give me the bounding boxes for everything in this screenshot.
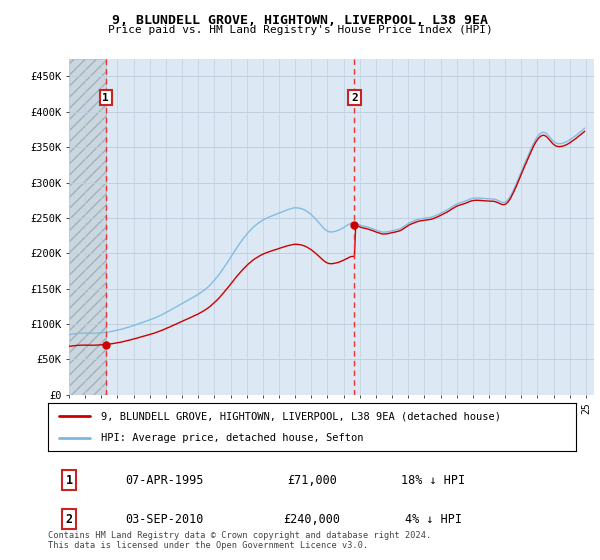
Text: 07-APR-1995: 07-APR-1995: [125, 474, 203, 487]
Text: 2: 2: [351, 93, 358, 102]
Text: 2: 2: [65, 513, 73, 526]
Text: 9, BLUNDELL GROVE, HIGHTOWN, LIVERPOOL, L38 9EA (detached house): 9, BLUNDELL GROVE, HIGHTOWN, LIVERPOOL, …: [101, 411, 501, 421]
Text: Price paid vs. HM Land Registry's House Price Index (HPI): Price paid vs. HM Land Registry's House …: [107, 25, 493, 35]
Text: 1: 1: [65, 474, 73, 487]
Text: £240,000: £240,000: [284, 513, 341, 526]
Text: 03-SEP-2010: 03-SEP-2010: [125, 513, 203, 526]
Text: £71,000: £71,000: [287, 474, 337, 487]
Text: Contains HM Land Registry data © Crown copyright and database right 2024.
This d: Contains HM Land Registry data © Crown c…: [48, 530, 431, 550]
Text: 1: 1: [102, 93, 109, 102]
Text: 9, BLUNDELL GROVE, HIGHTOWN, LIVERPOOL, L38 9EA: 9, BLUNDELL GROVE, HIGHTOWN, LIVERPOOL, …: [112, 14, 488, 27]
Bar: [69, 59, 106, 395]
Text: 18% ↓ HPI: 18% ↓ HPI: [401, 474, 466, 487]
Text: 4% ↓ HPI: 4% ↓ HPI: [405, 513, 462, 526]
Text: HPI: Average price, detached house, Sefton: HPI: Average price, detached house, Seft…: [101, 433, 364, 443]
